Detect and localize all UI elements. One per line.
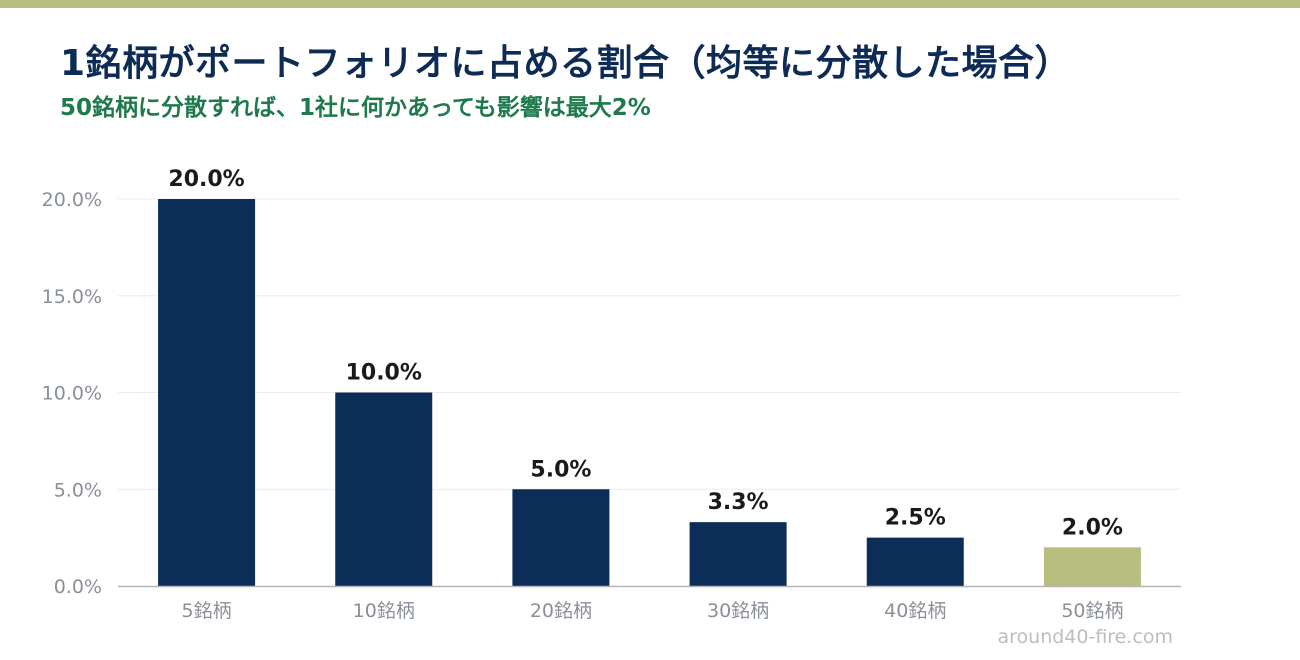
data-label: 20.0%	[168, 167, 244, 192]
x-category-label: 20銘柄	[530, 600, 592, 622]
x-category-label: 10銘柄	[353, 600, 415, 622]
data-label: 10.0%	[346, 361, 422, 386]
y-tick-label: 10.0%	[42, 383, 102, 405]
y-tick-label: 0.0%	[54, 576, 102, 598]
y-axis-ticks: 0.0% 5.0% 10.0% 15.0% 20.0%	[42, 189, 102, 598]
bar	[866, 537, 964, 586]
grid-lines	[118, 198, 1181, 490]
bar	[512, 489, 610, 586]
bar	[1043, 547, 1141, 586]
bar	[689, 522, 787, 586]
data-label: 2.5%	[885, 506, 946, 531]
bars	[158, 199, 1141, 586]
x-category-label: 40銘柄	[884, 600, 946, 622]
x-category-label: 5銘柄	[182, 600, 232, 622]
data-label: 3.3%	[708, 490, 769, 515]
watermark: around40-fire.com	[997, 626, 1173, 648]
chart-title: 1銘柄がポートフォリオに占める割合（均等に分散した場合）	[60, 43, 1072, 84]
y-tick-label: 20.0%	[42, 189, 102, 211]
x-category-label: 50銘柄	[1061, 600, 1123, 622]
y-tick-label: 5.0%	[54, 479, 102, 501]
y-tick-label: 15.0%	[42, 286, 102, 308]
bar	[335, 392, 433, 586]
x-category-label: 30銘柄	[707, 600, 769, 622]
top-accent-bar	[0, 0, 1300, 8]
x-axis-categories: 5銘柄 10銘柄 20銘柄 30銘柄 40銘柄 50銘柄	[182, 600, 1124, 622]
data-labels: 20.0% 10.0% 5.0% 3.3% 2.5% 2.0%	[168, 167, 1123, 540]
data-label: 5.0%	[530, 457, 591, 482]
bar	[158, 199, 256, 586]
chart-subtitle: 50銘柄に分散すれば、1社に何かあっても影響は最大2%	[60, 95, 651, 121]
data-label: 2.0%	[1062, 515, 1123, 540]
